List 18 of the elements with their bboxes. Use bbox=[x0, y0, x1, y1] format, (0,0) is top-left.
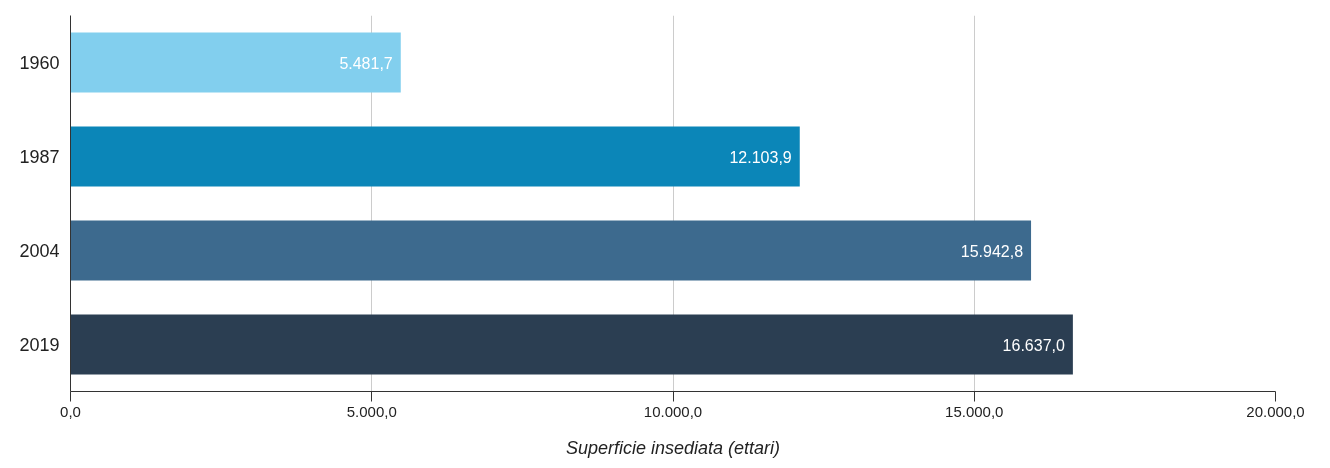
x-axis-title: Superficie insediata (ettari) bbox=[565, 437, 781, 458]
data-label: 16.637,0 bbox=[1002, 336, 1065, 354]
data-label: 12.103,9 bbox=[729, 148, 792, 166]
y-tick-label: 2004 bbox=[19, 241, 60, 261]
data-label: 5.481,7 bbox=[339, 54, 393, 72]
bar bbox=[70, 32, 401, 93]
y-tick-label: 1987 bbox=[19, 147, 60, 167]
x-tick-label: 15.000,0 bbox=[945, 402, 1004, 420]
x-tick-label: 0,0 bbox=[60, 402, 81, 420]
bar bbox=[70, 314, 1073, 375]
bar bbox=[70, 126, 800, 187]
x-tick-label: 5.000,0 bbox=[346, 402, 397, 420]
x-tick-label: 20.000,0 bbox=[1246, 402, 1305, 420]
y-tick-label: 2019 bbox=[19, 335, 60, 355]
data-label: 15.942,8 bbox=[960, 242, 1024, 260]
x-tick-label: 10.000,0 bbox=[643, 402, 703, 420]
bar bbox=[70, 220, 1032, 281]
y-tick-label: 1960 bbox=[19, 53, 60, 73]
